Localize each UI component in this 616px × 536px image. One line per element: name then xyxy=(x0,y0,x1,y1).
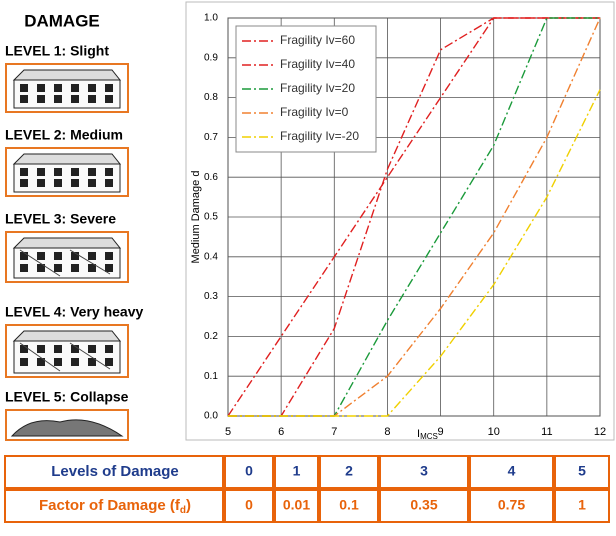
x-tick-label: 8 xyxy=(384,426,390,438)
table-value: 0.75 xyxy=(498,497,525,513)
building-window xyxy=(54,358,62,366)
building-wall xyxy=(14,80,120,108)
y-tick-label: 0.7 xyxy=(204,132,218,143)
building-window xyxy=(105,95,113,103)
building-window xyxy=(88,95,96,103)
level-label: LEVEL 4: Very heavy xyxy=(5,304,143,320)
level-label: LEVEL 1: Slight xyxy=(5,43,109,59)
panel-title: DAMAGE xyxy=(24,11,100,30)
building-window xyxy=(54,264,62,272)
building-window xyxy=(37,179,45,187)
building-roof xyxy=(14,238,120,248)
page: DAMAGE LEVEL 1: Slight LEVEL 2: Medium LEV… xyxy=(0,0,616,536)
x-tick-label: 11 xyxy=(541,426,552,438)
row-label-text: Factor of Damage (f xyxy=(39,497,181,514)
building-window xyxy=(54,95,62,103)
building-window xyxy=(37,84,45,92)
table-value: 0.1 xyxy=(339,497,359,513)
building-window xyxy=(37,168,45,176)
table-value: 1 xyxy=(293,463,301,479)
building-roof xyxy=(14,154,120,164)
building-window xyxy=(54,84,62,92)
building-window xyxy=(105,358,113,366)
table-value: 2 xyxy=(345,463,353,479)
building-window xyxy=(71,179,79,187)
building-window xyxy=(37,95,45,103)
y-tick-label: 0.5 xyxy=(204,212,218,223)
y-tick-label: 0.9 xyxy=(204,52,218,63)
building-window xyxy=(105,252,113,260)
building-window xyxy=(20,168,28,176)
building-window xyxy=(54,179,62,187)
building-window xyxy=(71,358,79,366)
building-window xyxy=(20,84,28,92)
legend-label: Fragility Iv=-20 xyxy=(280,129,359,143)
table-value: 0.35 xyxy=(410,497,437,513)
building-window xyxy=(20,358,28,366)
building-window xyxy=(20,95,28,103)
x-tick-label: 6 xyxy=(278,426,284,438)
level-label: LEVEL 3: Severe xyxy=(5,211,116,227)
table-value: 1 xyxy=(578,497,586,513)
y-axis-label: Medium Damage d xyxy=(190,171,202,264)
row-label: Factor of Damage (fd) xyxy=(39,497,191,516)
building-window xyxy=(37,345,45,353)
y-tick-label: 0.0 xyxy=(204,411,218,422)
building-window xyxy=(88,252,96,260)
building-wall xyxy=(14,164,120,192)
building-window xyxy=(88,168,96,176)
legend-label: Fragility Iv=0 xyxy=(280,105,349,119)
y-tick-label: 1.0 xyxy=(204,13,218,24)
building-window xyxy=(71,264,79,272)
building-window xyxy=(71,84,79,92)
building-window xyxy=(54,345,62,353)
row-label-end: ) xyxy=(186,497,191,514)
building-window xyxy=(54,168,62,176)
building-window xyxy=(88,179,96,187)
building-window xyxy=(54,252,62,260)
y-tick-label: 0.8 xyxy=(204,92,218,103)
x-tick-label: 7 xyxy=(331,426,337,438)
legend-label: Fragility Iv=20 xyxy=(280,81,355,95)
building-window xyxy=(20,264,28,272)
building-roof xyxy=(14,331,120,341)
building-window xyxy=(71,168,79,176)
building-window xyxy=(105,264,113,272)
x-tick-label: 5 xyxy=(225,426,231,438)
table-value: 3 xyxy=(420,463,428,479)
building-window xyxy=(71,95,79,103)
legend-label: Fragility Iv=60 xyxy=(280,33,355,47)
table-value: 4 xyxy=(508,463,516,479)
building-window xyxy=(20,252,28,260)
building-window xyxy=(37,252,45,260)
building-window xyxy=(20,179,28,187)
x-tick-label: 9 xyxy=(438,426,444,438)
y-tick-label: 0.4 xyxy=(204,251,218,262)
building-window xyxy=(105,179,113,187)
table-value: 0.01 xyxy=(283,497,310,513)
level-label: LEVEL 2: Medium xyxy=(5,127,123,143)
x-tick-label: 10 xyxy=(488,426,500,438)
building-window xyxy=(105,84,113,92)
building-window xyxy=(88,345,96,353)
table-value: 0 xyxy=(245,497,253,513)
building-wall xyxy=(14,248,120,278)
building-window xyxy=(105,168,113,176)
building-roof xyxy=(14,70,120,80)
level-label: LEVEL 5: Collapse xyxy=(5,389,129,405)
table-value: 0 xyxy=(245,463,253,479)
building-window xyxy=(105,345,113,353)
y-tick-label: 0.3 xyxy=(204,291,218,302)
x-tick-label: 12 xyxy=(594,426,606,438)
row-label-text: Levels of Damage xyxy=(51,463,179,480)
y-tick-label: 0.1 xyxy=(204,371,218,382)
y-tick-label: 0.2 xyxy=(204,331,218,342)
building-window xyxy=(88,84,96,92)
table-value: 5 xyxy=(578,463,586,479)
building-wall xyxy=(14,341,120,373)
y-tick-label: 0.6 xyxy=(204,172,218,183)
row-label: Levels of Damage xyxy=(51,463,179,480)
legend-label: Fragility Iv=40 xyxy=(280,57,355,71)
x-axis-label-sub: MCS xyxy=(420,432,438,441)
